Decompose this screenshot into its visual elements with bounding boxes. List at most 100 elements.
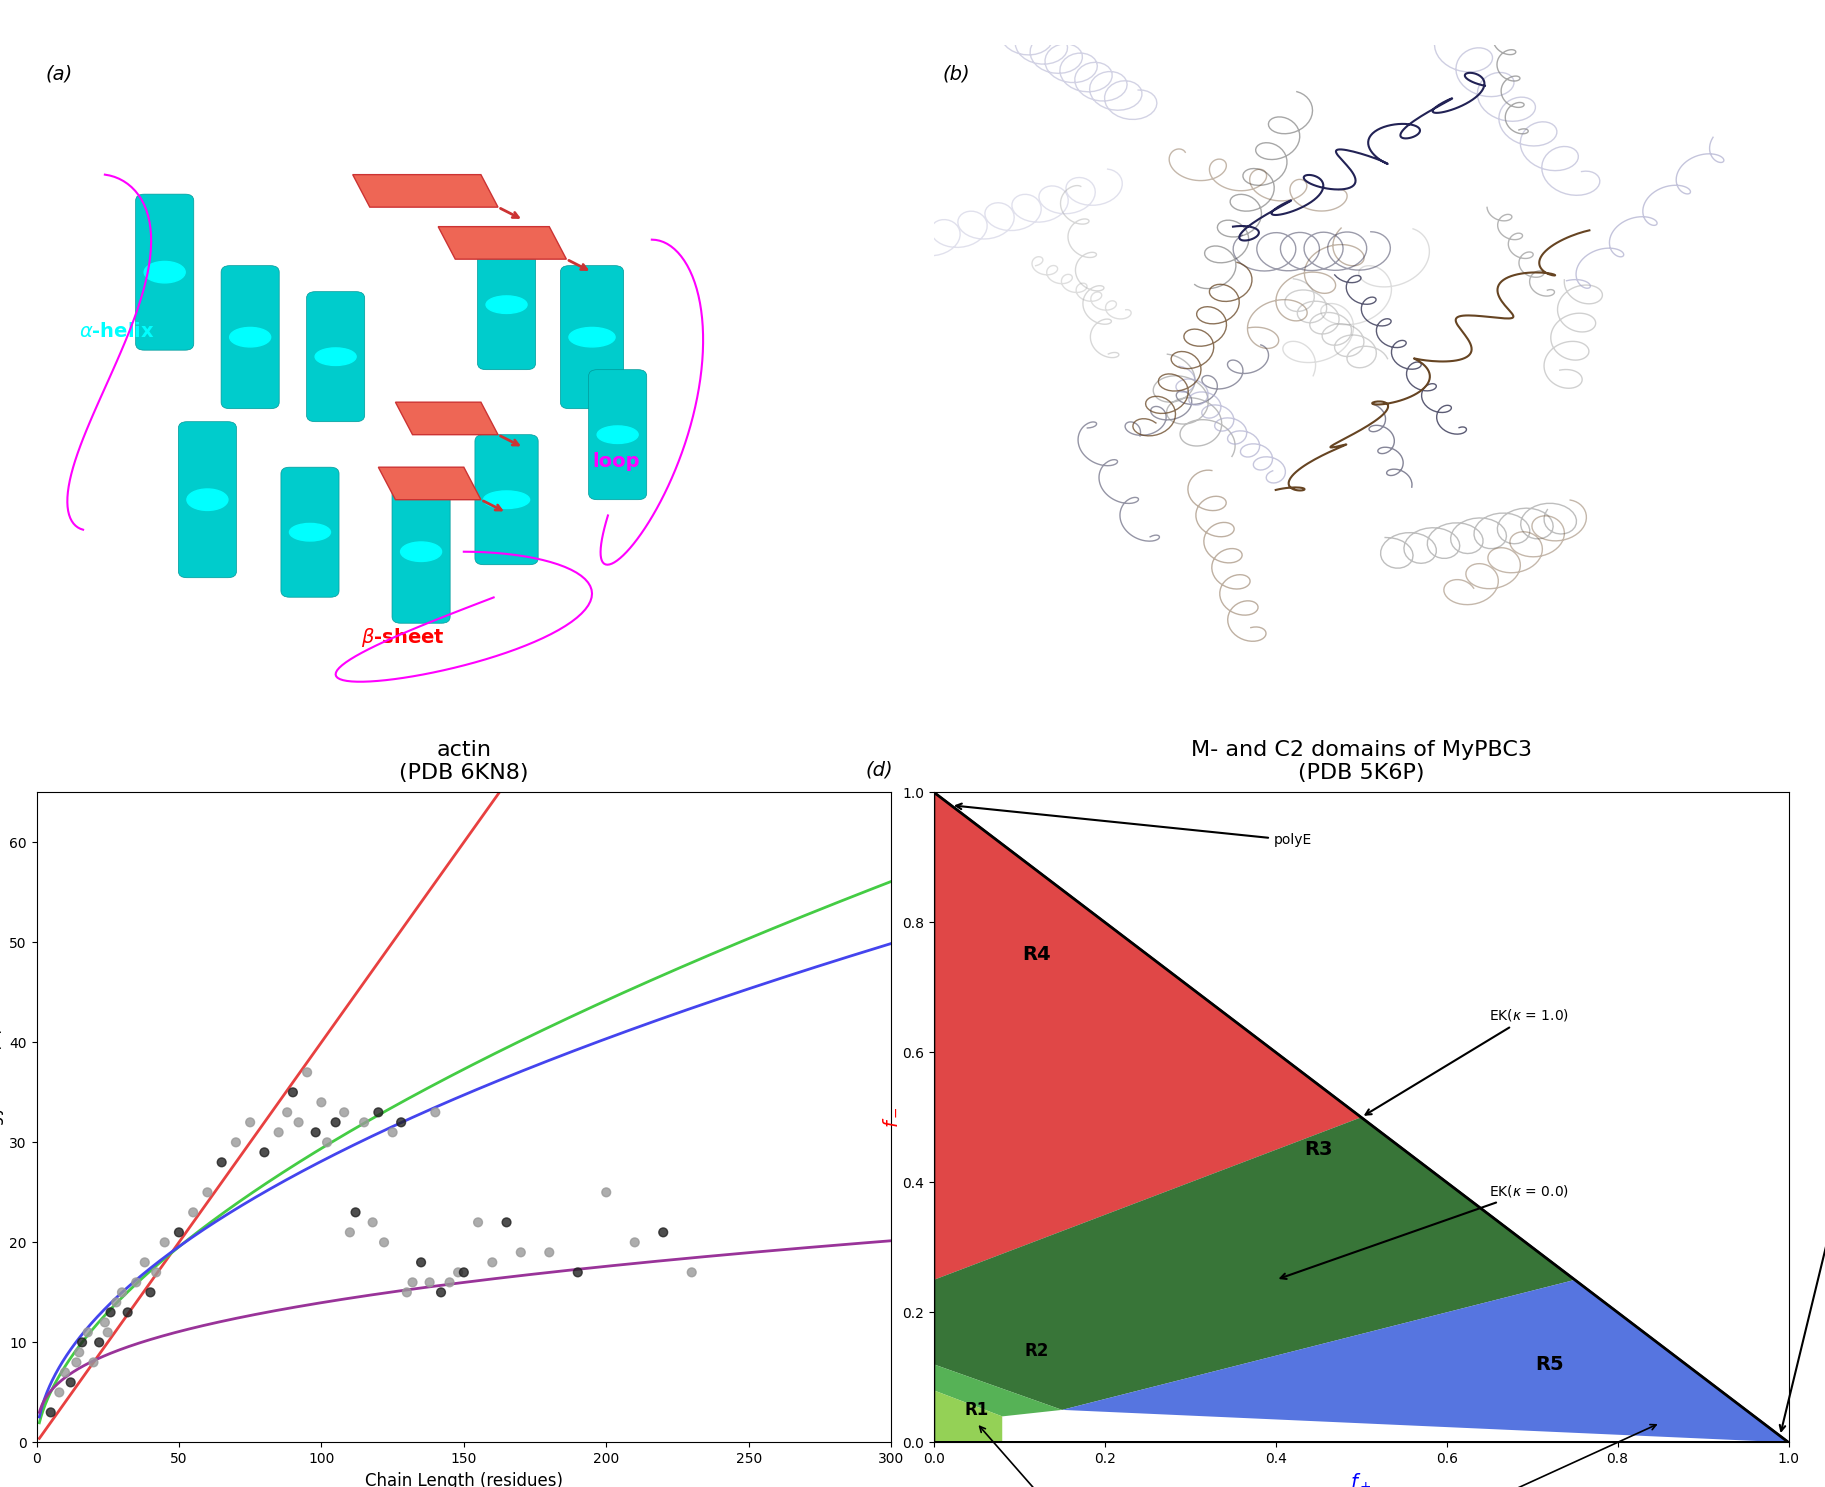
Point [44,1380,73,1404]
Line: Fully Extended: Fully Extended [40,242,891,1438]
Point [36,1401,66,1425]
Text: loop: loop [591,452,639,471]
Fully Extended [115,1307,137,1325]
Ellipse shape [290,523,330,541]
FancyBboxPatch shape [221,266,279,409]
Coil [403,1108,425,1126]
Text: R1: R1 [964,1401,989,1419]
Denatured [372,1103,394,1121]
Coil [694,995,715,1013]
Point [73,1320,102,1344]
Point [102,1291,131,1315]
Fully Extended [29,1429,51,1447]
Folded [694,1248,715,1265]
Point [434,1270,464,1294]
FancyBboxPatch shape [478,239,535,370]
Ellipse shape [484,491,529,509]
Ellipse shape [316,348,356,366]
Denatured [708,943,730,961]
Point [122,1270,151,1294]
Line: Denatured: Denatured [40,882,891,1423]
Ellipse shape [400,541,442,562]
Polygon shape [934,1365,1062,1417]
Text: R4: R4 [1022,946,1051,964]
Ellipse shape [230,327,270,346]
Text: M- and C2 domains of MyPBC3
(PDB 5K6P): M- and C2 domains of MyPBC3 (PDB 5K6P) [1190,741,1531,784]
Point [93,1320,122,1344]
X-axis label: $f_+$: $f_+$ [1350,1472,1372,1487]
Text: polyK: polyK [1779,1139,1825,1430]
Folded [115,1338,137,1356]
Point [250,1141,279,1164]
Point [78,1350,108,1374]
Ellipse shape [569,327,615,346]
Point [64,1340,93,1364]
Point [330,1100,360,1124]
Point [193,1181,223,1204]
Folded [403,1280,425,1298]
Point [392,1280,422,1304]
FancyBboxPatch shape [179,422,237,578]
Point [142,1261,172,1285]
Polygon shape [934,1117,1575,1410]
Coil [613,1023,635,1041]
Point [422,1100,451,1124]
Folded [372,1285,394,1303]
Point [321,1111,350,1135]
FancyBboxPatch shape [474,434,538,565]
Y-axis label: $f_-$: $f_-$ [880,1106,900,1129]
Point [84,1331,113,1355]
Point [427,1280,456,1304]
Point [68,1331,97,1355]
Polygon shape [438,226,566,259]
Point [62,1350,91,1374]
Point [407,1251,436,1274]
Denatured [694,949,715,967]
Point [108,1280,137,1304]
Point [478,1251,507,1274]
Point [350,1111,380,1135]
Point [150,1230,179,1254]
Point [449,1261,478,1285]
Folded [880,1231,902,1249]
Point [369,1230,398,1254]
Point [591,1181,621,1204]
Point [464,1210,493,1234]
Polygon shape [378,467,482,500]
Text: (b): (b) [942,64,971,83]
Fully Extended [372,946,394,964]
Folded [708,1246,730,1264]
Text: (d): (d) [865,760,892,779]
Coil [29,1408,51,1426]
Denatured [115,1285,137,1303]
Denatured [29,1414,51,1432]
Point [277,1081,307,1105]
Text: (a): (a) [46,64,73,83]
Polygon shape [934,793,1788,1442]
Point [206,1151,235,1175]
Point [336,1221,365,1245]
Coil [708,990,730,1008]
Line: Coil: Coil [40,944,891,1417]
Point [164,1221,193,1245]
Point [130,1251,159,1274]
Point [564,1261,593,1285]
Point [135,1280,164,1304]
Point [235,1111,265,1135]
Point [292,1060,321,1084]
Text: R2: R2 [1024,1343,1049,1361]
Point [179,1200,208,1224]
Point [113,1301,142,1325]
Point [221,1130,250,1154]
FancyBboxPatch shape [307,291,365,422]
Fully Extended [880,233,902,251]
Text: R3: R3 [1305,1141,1332,1160]
Text: polyE: polyE [956,803,1312,848]
Folded [613,1255,635,1273]
FancyBboxPatch shape [589,370,646,500]
FancyBboxPatch shape [135,195,193,349]
Point [398,1270,427,1294]
Point [493,1210,522,1234]
Point [89,1310,119,1334]
Text: EK($\kappa$ = 1.0): EK($\kappa$ = 1.0) [1365,1007,1570,1115]
